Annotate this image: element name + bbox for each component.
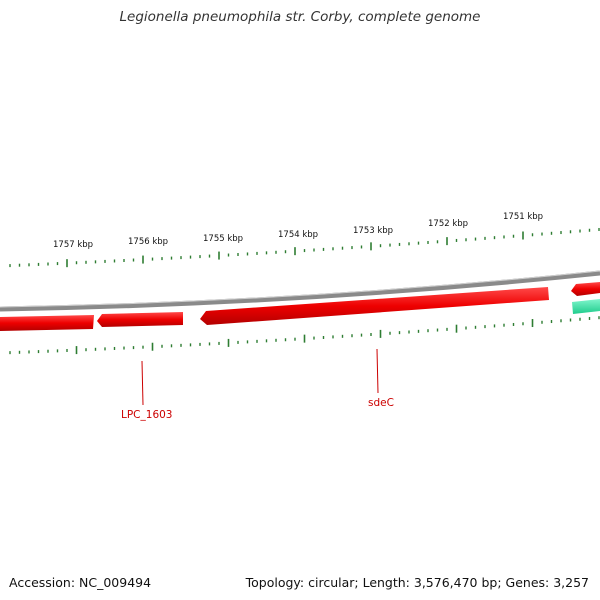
ruler-label-1756: 1756 kbp	[128, 237, 168, 247]
ruler-label-1753: 1753 kbp	[353, 226, 393, 236]
gene-feature-green[interactable]	[572, 299, 600, 314]
ruler-label-1752: 1752 kbp	[428, 219, 468, 229]
ruler-label-1754: 1754 kbp	[278, 230, 318, 240]
ruler-label-1757: 1757 kbp	[53, 240, 93, 250]
gene-label-sdec[interactable]: sdeC	[368, 397, 394, 409]
leader-line-lpc1603	[141, 360, 144, 406]
genome-backbone	[0, 270, 600, 312]
gene-feature-left[interactable]	[0, 315, 94, 331]
ruler-label-1755: 1755 kbp	[203, 234, 243, 244]
gene-feature-right[interactable]	[571, 282, 600, 296]
gene-feature-sdec[interactable]	[200, 287, 549, 325]
topology-text: Topology: circular; Length: 3,576,470 bp…	[245, 575, 589, 590]
map-title: Legionella pneumophila str. Corby, compl…	[119, 9, 481, 25]
genome-backbone-highlight	[0, 270, 600, 308]
gene-feature-lpc1603[interactable]	[97, 312, 183, 327]
inner-ruler-ticks	[9, 316, 600, 355]
accession-text: Accession: NC_009494	[9, 575, 152, 590]
leader-line-sdec	[376, 348, 379, 394]
ruler-label-1751: 1751 kbp	[503, 212, 543, 222]
outer-ruler-ticks	[9, 227, 600, 268]
gene-label-lpc1603[interactable]: LPC_1603	[121, 409, 173, 421]
